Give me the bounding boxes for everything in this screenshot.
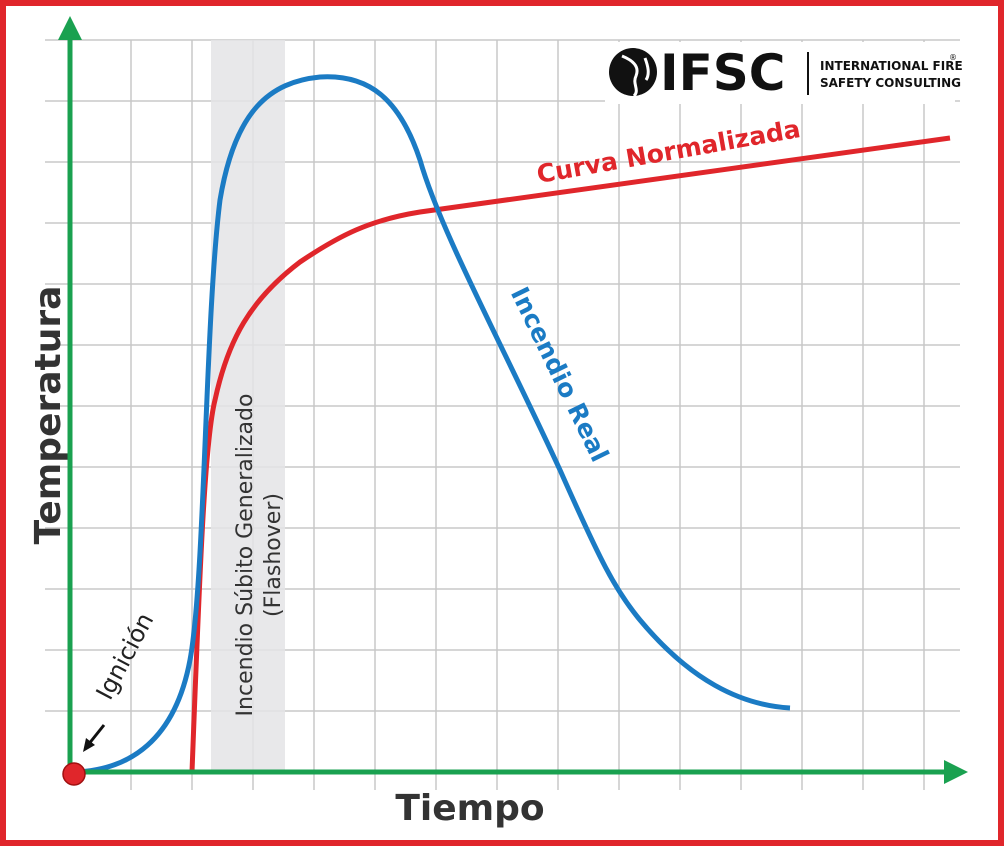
logo-registered: ®	[949, 53, 957, 62]
grid	[45, 39, 960, 790]
logo-line1: INTERNATIONAL FIRE	[820, 59, 963, 73]
real-fire-curve	[74, 74, 791, 775]
x-arrow	[944, 760, 968, 784]
logo-globe	[609, 48, 657, 96]
logo-globe-lines	[621, 54, 650, 98]
ignition-arrowhead	[83, 738, 95, 752]
logo-line2: SAFETY CONSULTING	[820, 76, 961, 90]
y-axis-label: Temperatura	[28, 286, 69, 545]
logo-acronym: IFSC	[660, 44, 785, 102]
logo: IFSC INTERNATIONAL FIRE ® SAFETY CONSULT…	[605, 42, 963, 104]
flashover-band	[211, 40, 285, 772]
x-axis-label: Tiempo	[395, 788, 544, 829]
flashover-label: Incendio Súbito Generalizado	[233, 394, 258, 717]
ignition-point	[62, 762, 86, 786]
flashover-label: (Flashover)	[261, 493, 286, 617]
y-arrow	[58, 16, 82, 40]
logo-background	[605, 42, 955, 104]
